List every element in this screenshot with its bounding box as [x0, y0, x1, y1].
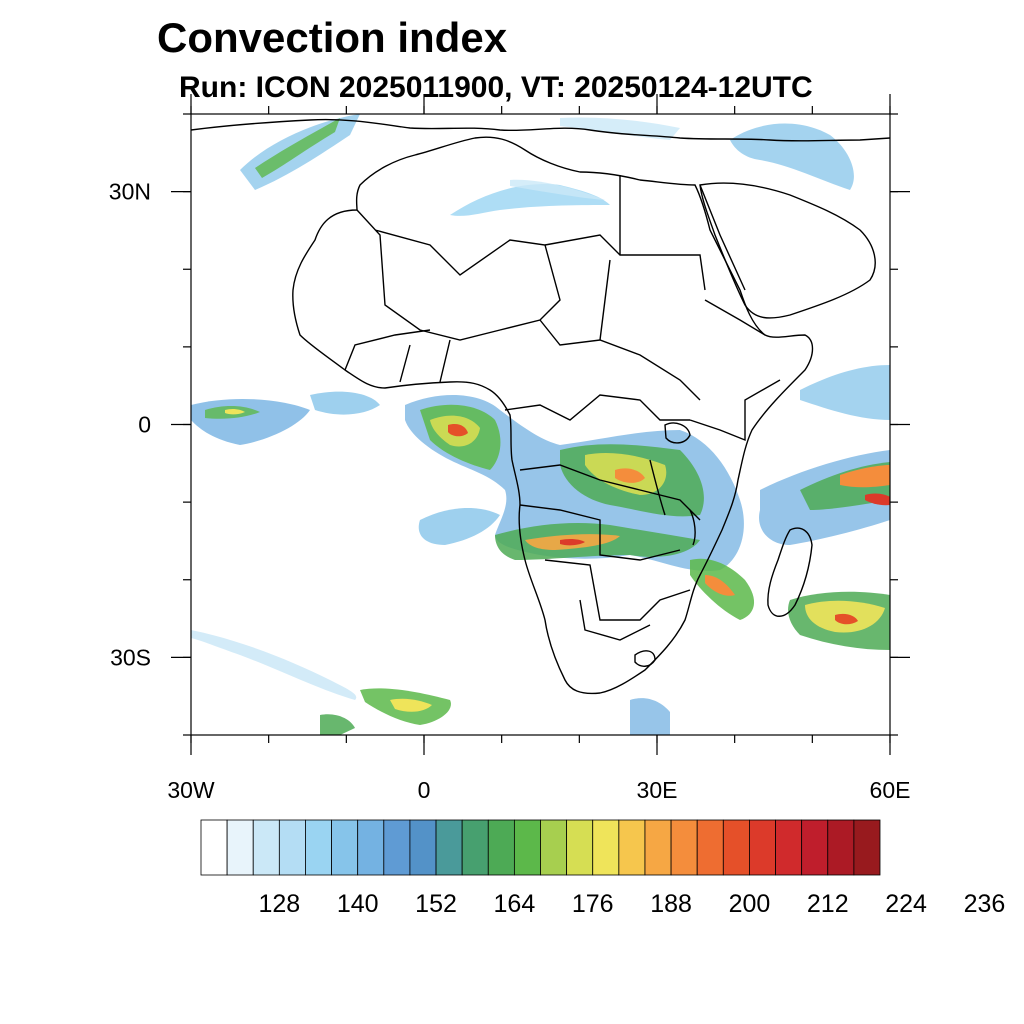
madagascar [767, 527, 813, 617]
lon-tick-label: 30W [167, 777, 215, 803]
colorbar-swatch [722, 819, 750, 876]
colorbar-swatch [331, 819, 359, 876]
lat-tick-label: 30N [109, 179, 151, 205]
shade-nw-core [255, 118, 340, 178]
border-east-1 [689, 379, 781, 442]
shade-atlantic-eq-hot [225, 408, 245, 415]
shade-moz-hot [705, 575, 735, 596]
border-west-1 [344, 329, 431, 371]
colorbar-label: 140 [337, 890, 379, 918]
border-south-2 [579, 599, 651, 641]
colorbar-label: 152 [415, 890, 457, 918]
map-axes: 30W 0 30E 60E 30N 0 30S [109, 94, 911, 803]
colorbar-swatch [383, 819, 411, 876]
shade-congo-red [448, 423, 468, 437]
lake-tanganyika [649, 459, 666, 516]
colorbar-swatch [226, 819, 254, 876]
colorbar-swatch [409, 819, 437, 876]
lesotho [634, 650, 656, 667]
colorbar-swatch [357, 819, 385, 876]
map-title: Convection index [157, 14, 508, 61]
shade-mideast [730, 123, 854, 190]
border-angola [519, 504, 681, 561]
colorbar-swatch [566, 819, 594, 876]
border-east-2 [704, 299, 766, 336]
colorbar-swatch [540, 819, 568, 876]
colorbar-swatch [200, 819, 228, 876]
colorbar-swatch [775, 819, 803, 876]
colorbar-swatch [853, 819, 881, 876]
colorbar-label: 236 [964, 890, 1006, 918]
shade-io-red [865, 493, 890, 506]
colorbar-swatch [305, 819, 332, 876]
colorbar-swatch [801, 819, 829, 876]
lake-victoria [664, 422, 691, 444]
colorbar-label: 224 [885, 890, 927, 918]
colorbar-swatch [670, 819, 698, 876]
colorbar: 128 140 152 164 176 188 200 212 224 236 [200, 819, 1006, 918]
colorbar-label: 164 [494, 890, 536, 918]
border-congo-1 [504, 394, 690, 421]
europe-med [191, 118, 890, 142]
shade-atlantic-mid [310, 391, 380, 415]
colorbar-label: 176 [572, 890, 614, 918]
shade-satl-3 [320, 714, 355, 735]
colorbar-swatch [644, 819, 672, 876]
shade-med [560, 117, 680, 140]
colorbar-label: 212 [807, 890, 849, 918]
shade-satl-2-hot [390, 698, 432, 712]
colorbar-label: 128 [258, 890, 300, 918]
arabia [699, 182, 876, 319]
coastlines-borders [191, 118, 890, 695]
border-west-2 [399, 339, 451, 383]
colorbar-swatch [749, 819, 776, 876]
plot-frame [190, 113, 891, 736]
lon-tick-label: 60E [870, 777, 911, 803]
lon-tick-label: 0 [418, 777, 431, 803]
border-congo-2 [519, 464, 701, 521]
colorbar-swatch [435, 819, 463, 876]
colorbar-swatch [513, 819, 541, 876]
shade-mada-se-red [835, 613, 858, 625]
colorbar-swatch [827, 819, 855, 876]
border-south-1 [544, 559, 691, 621]
lat-tick-label: 30S [110, 644, 151, 670]
border-sahara-1 [356, 209, 561, 341]
colorbar-swatch [592, 819, 620, 876]
colorbar-swatch [618, 819, 646, 876]
colorbar-label: 188 [650, 890, 692, 918]
colorbar-swatch [461, 819, 489, 876]
border-central-2 [599, 259, 611, 341]
shade-atlantic-eq [191, 398, 310, 445]
lake-malawi [689, 509, 696, 546]
shade-se-africa [630, 698, 670, 735]
shade-io-east-hot [840, 465, 890, 488]
colorbar-swatch [252, 819, 280, 876]
shade-satl-1 [191, 630, 357, 700]
shade-sahara-streak-2 [510, 179, 605, 200]
red-sea [699, 184, 746, 291]
border-sahara-2 [544, 234, 706, 291]
colorbar-swatch [487, 819, 515, 876]
shade-south-band-red [560, 538, 585, 546]
convection-shading [191, 114, 890, 735]
border-central-1 [539, 319, 701, 401]
map-subtitle: Run: ICON 2025011900, VT: 20250124-12UTC [179, 71, 813, 104]
colorbar-swatch [696, 819, 724, 876]
lat-tick-label: 0 [138, 412, 151, 438]
shade-eq-east-orange [615, 468, 645, 483]
shade-satl-4 [418, 508, 500, 545]
colorbar-swatch [278, 819, 306, 876]
africa-coastline [292, 136, 814, 695]
shade-io-ne [800, 365, 890, 420]
lon-tick-label: 30E [637, 777, 678, 803]
colorbar-label: 200 [729, 890, 771, 918]
